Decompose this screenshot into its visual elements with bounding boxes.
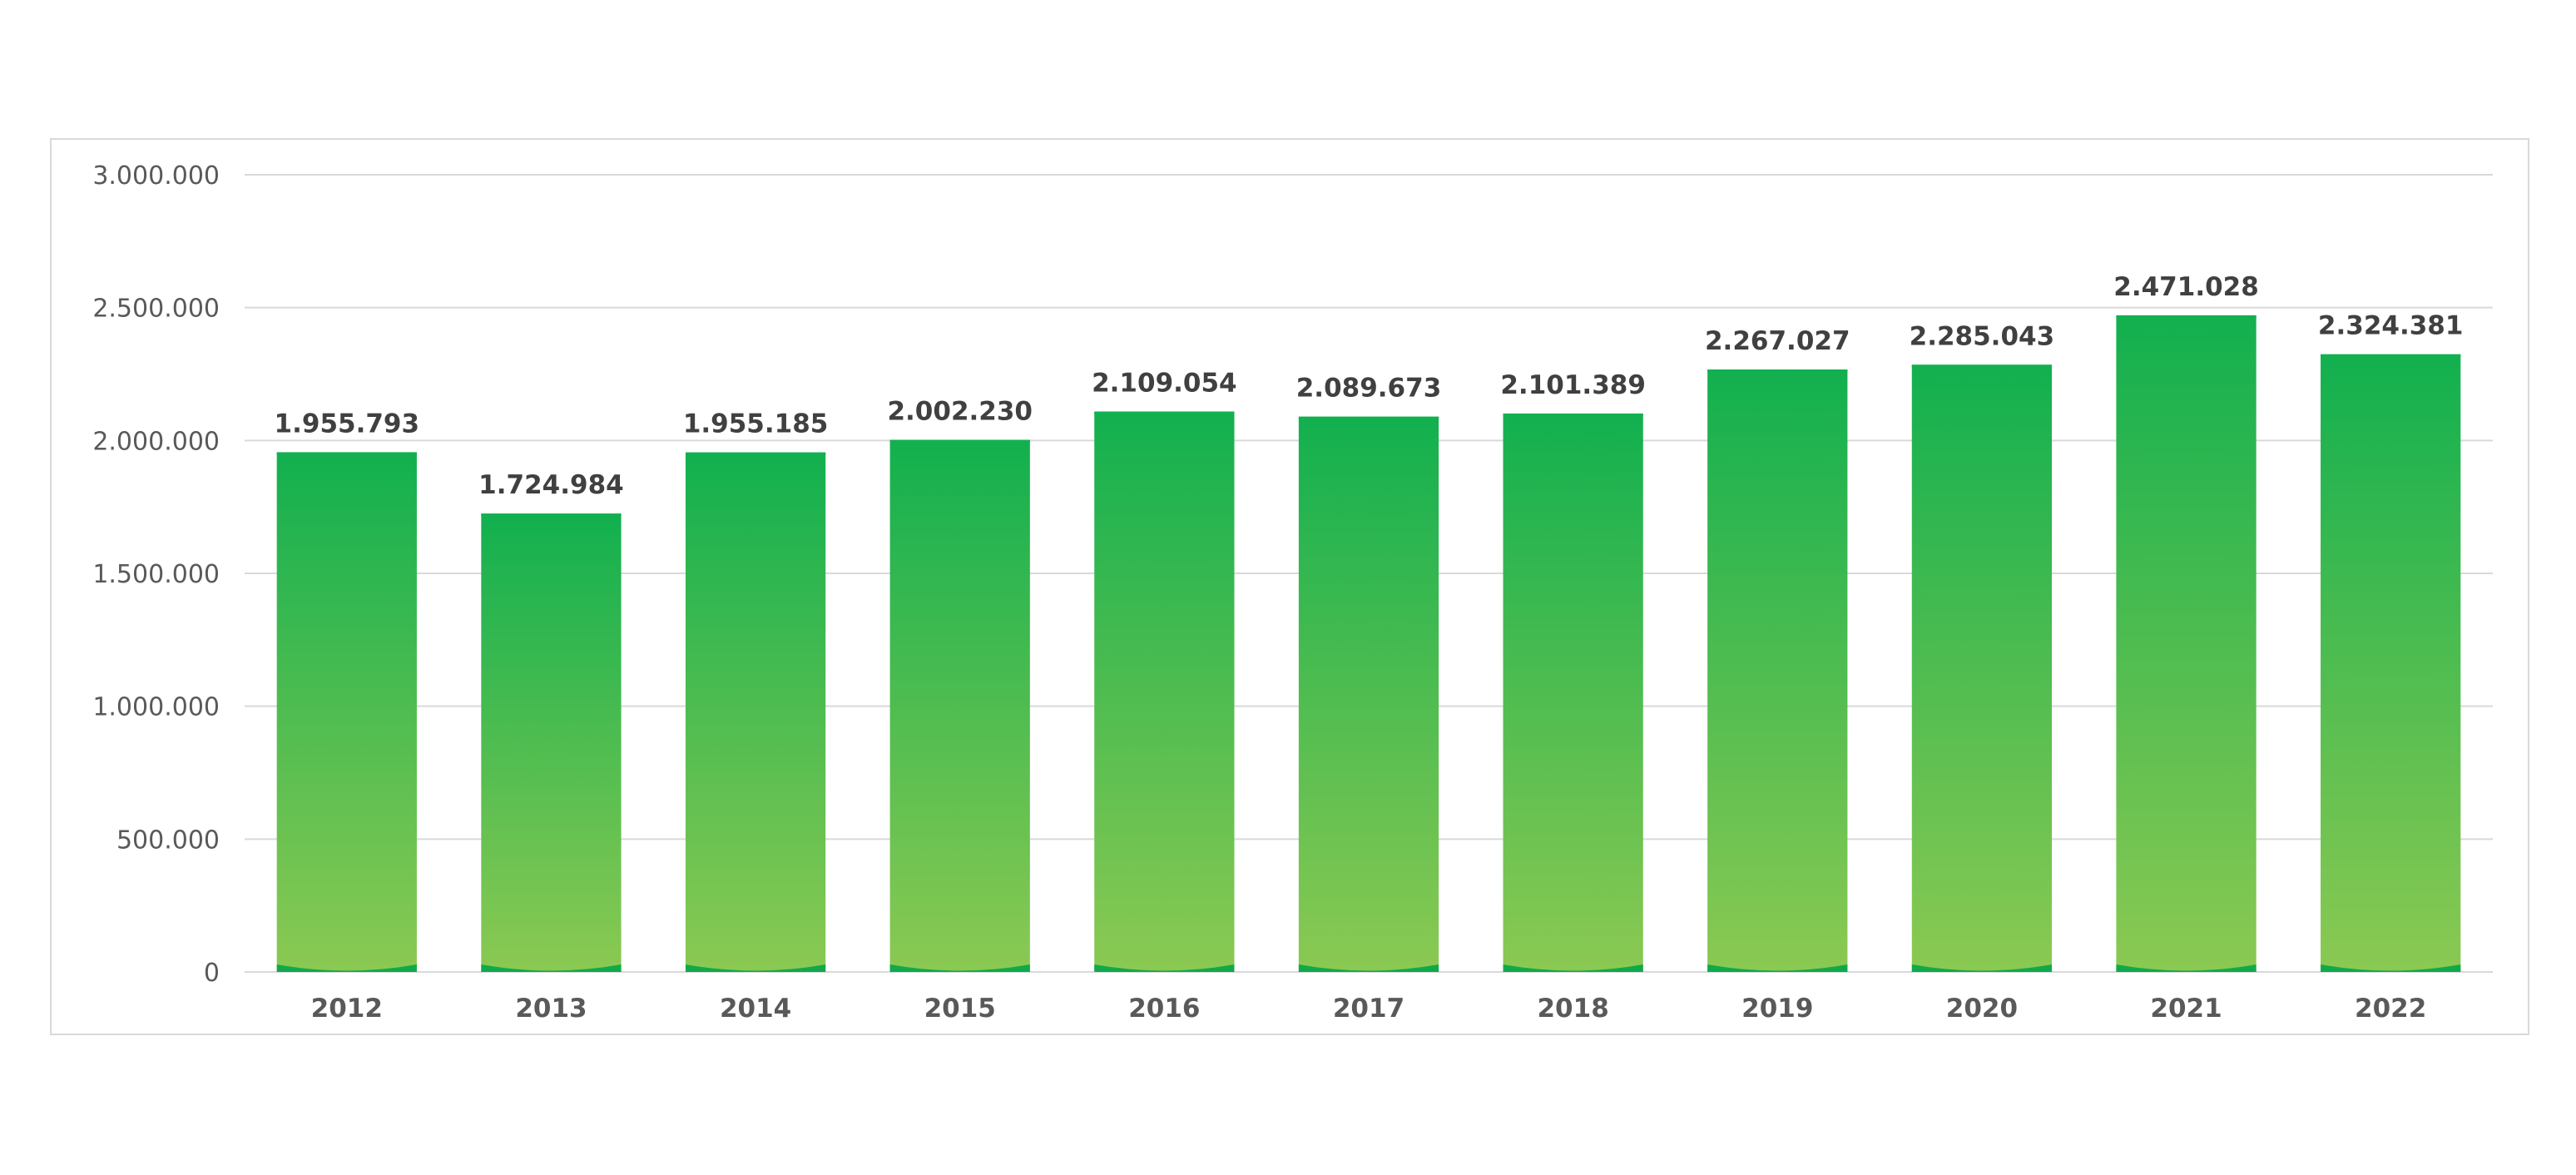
bar-top-edge <box>889 439 1030 443</box>
bar-top-edge <box>2321 354 2461 357</box>
data-label: 2.285.043 <box>1910 321 2055 351</box>
y-tick-label: 1.000.000 <box>92 693 220 722</box>
bar-base <box>1503 964 1643 972</box>
x-tick-label: 2018 <box>1537 994 1608 1024</box>
y-tick-label: 2.000.000 <box>92 427 220 456</box>
bar-base <box>1707 964 1848 972</box>
data-label: 1.955.185 <box>683 409 829 439</box>
bar-base <box>481 964 622 972</box>
y-tick-label: 2.500.000 <box>92 295 220 324</box>
bar-base <box>685 964 826 972</box>
bar-base <box>1911 964 2053 972</box>
x-axis-tick-labels: 2012 2013 2014 2015 2016 2017 2018 2019 2020 2021… <box>311 994 2427 1024</box>
bar-top-edge <box>481 513 622 517</box>
bar <box>889 439 1030 972</box>
data-label: 1.724.984 <box>478 470 624 500</box>
bar-base <box>2116 964 2256 972</box>
bar <box>1094 411 1235 972</box>
chart-frame: 0 500.000 1.000.000 1.500.000 2.000.000 2.500… <box>50 138 2529 1035</box>
bar <box>481 513 622 972</box>
x-tick-label: 2014 <box>720 994 791 1024</box>
bar-top-edge <box>276 452 417 455</box>
x-tick-label: 2020 <box>1946 994 2018 1024</box>
bar-top-edge <box>1503 413 1643 416</box>
bar-base <box>1094 964 1235 972</box>
bar-top-edge <box>2116 315 2256 318</box>
data-label: 2.324.381 <box>2318 311 2464 341</box>
x-tick-label: 2022 <box>2355 994 2426 1024</box>
data-label: 2.109.054 <box>1092 369 1237 399</box>
x-tick-label: 2015 <box>924 994 996 1024</box>
bar <box>685 452 826 972</box>
bar-top-edge <box>1911 364 2053 368</box>
bar-top-edge <box>685 452 826 455</box>
bar <box>1911 364 2053 973</box>
bar-base <box>1298 964 1439 972</box>
data-label: 2.101.389 <box>1500 370 1646 400</box>
data-label: 2.471.028 <box>2113 272 2259 302</box>
x-tick-label: 2016 <box>1128 994 1200 1024</box>
x-tick-label: 2019 <box>1741 994 1813 1024</box>
x-tick-label: 2013 <box>515 994 587 1024</box>
data-labels: 1.955.793 1.724.984 1.955.185 2.002.230 2.10… <box>275 272 2464 500</box>
y-tick-label: 1.500.000 <box>92 560 220 589</box>
x-tick-label: 2012 <box>311 994 383 1024</box>
y-axis-tick-labels: 0 500.000 1.000.000 1.500.000 2.000.000 2.500… <box>92 161 220 988</box>
bar <box>276 452 417 972</box>
data-label: 1.955.793 <box>275 409 420 439</box>
data-label: 2.089.673 <box>1296 374 1442 404</box>
bar-base <box>2321 964 2461 972</box>
bar-top-edge <box>1094 411 1235 414</box>
data-label: 2.267.027 <box>1705 326 1850 356</box>
bar <box>1503 413 1643 973</box>
bar-top-edge <box>1298 416 1439 419</box>
bar <box>1298 416 1439 972</box>
y-tick-label: 3.000.000 <box>92 161 220 191</box>
bars <box>276 315 2461 973</box>
bar-top-edge <box>1707 369 1848 373</box>
x-tick-label: 2021 <box>2150 994 2222 1024</box>
data-label: 2.002.230 <box>887 397 1033 427</box>
bar <box>2116 315 2256 972</box>
bar-base <box>276 964 417 972</box>
y-tick-label: 500.000 <box>116 825 220 855</box>
x-tick-label: 2017 <box>1333 994 1404 1024</box>
y-tick-label: 0 <box>204 959 220 988</box>
bar <box>2321 354 2461 972</box>
bar-chart: 0 500.000 1.000.000 1.500.000 2.000.000 2.500… <box>92 161 2493 1024</box>
bar-base <box>889 964 1030 972</box>
bar <box>1707 369 1848 972</box>
